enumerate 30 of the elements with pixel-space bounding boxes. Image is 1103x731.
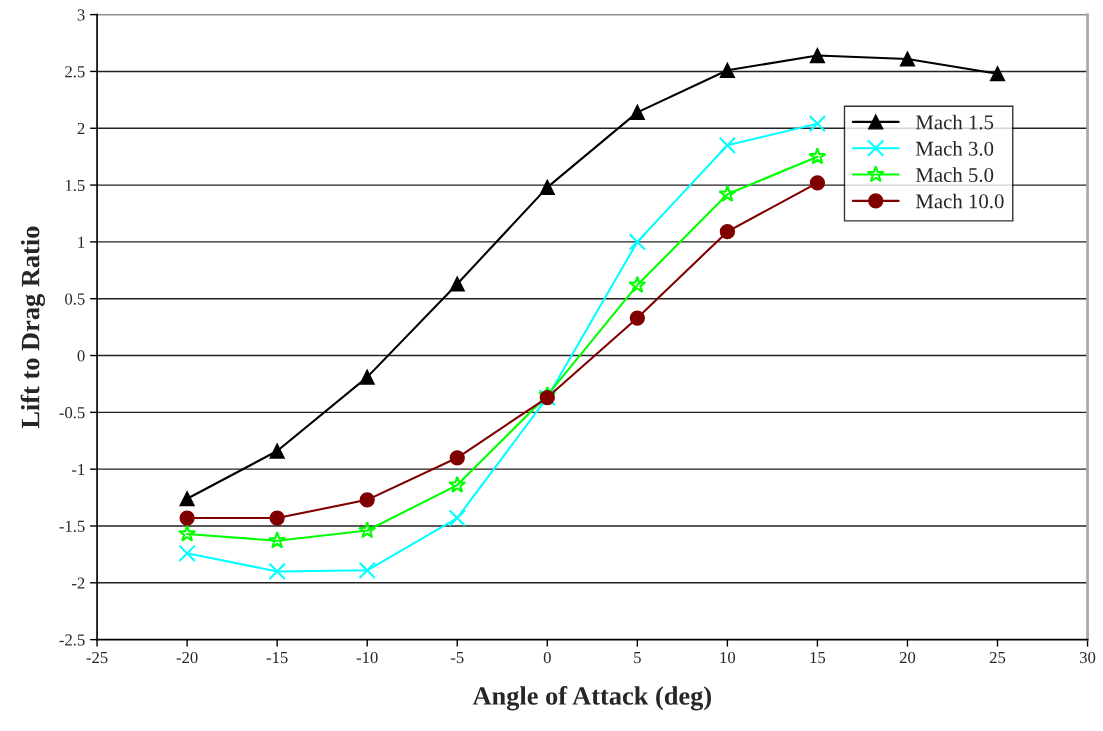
y-tick-label: 0.5: [65, 293, 85, 305]
legend-label: Mach 5.0: [915, 167, 994, 183]
x-tick-label: -10: [356, 651, 378, 664]
x-tick-label: 20: [899, 651, 916, 664]
y-tick-label: -1: [72, 463, 85, 475]
x-tick-label: 25: [989, 651, 1006, 664]
y-tick-label: -2.5: [59, 634, 85, 646]
y-tick-label: -1.5: [59, 520, 85, 533]
x-tick-label: -25: [86, 651, 108, 664]
x-tick-label: 10: [720, 651, 736, 664]
legend-label: Mach 10.0: [915, 193, 1004, 209]
legend-label: Mach 1.5: [915, 114, 994, 130]
x-axis-title: Angle of Attack (deg): [472, 685, 711, 711]
x-tick-label: 15: [810, 651, 826, 664]
x-tick-label: -15: [266, 651, 288, 664]
x-tick-label: 0: [543, 651, 551, 664]
x-tick-label: -5: [450, 652, 464, 664]
y-tick-label: 1: [78, 236, 85, 248]
y-tick-label: -2: [72, 577, 85, 589]
legend-label: Mach 3.0: [915, 141, 994, 156]
y-tick-label: 0: [77, 350, 85, 362]
y-tick-label: 1.5: [65, 179, 85, 192]
y-tick-label: 2.5: [65, 66, 85, 78]
x-tick-label: -20: [176, 651, 198, 664]
y-tick-label: 2: [77, 123, 85, 135]
x-tick-label: 30: [1080, 651, 1096, 664]
y-axis-title: Lift to Drag Ratio: [20, 226, 45, 429]
x-tick-label: 5: [634, 652, 641, 664]
y-tick-label: 3: [77, 9, 85, 21]
y-tick-label: -0.5: [59, 407, 85, 419]
